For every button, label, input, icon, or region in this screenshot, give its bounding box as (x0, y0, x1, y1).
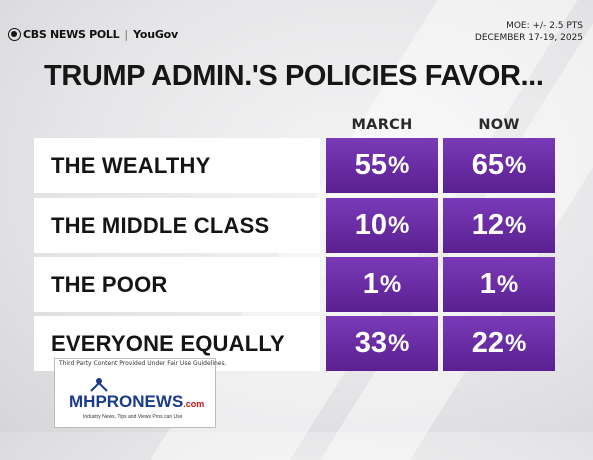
value-cell-march: 33% (326, 316, 438, 371)
cbs-eye-logo-icon (8, 28, 21, 41)
percent-sign: % (504, 151, 527, 179)
mhpronews-logo: MHPRONEWS.com Industry News, Tips and Vi… (69, 378, 204, 420)
value-number: 22 (471, 327, 504, 359)
value-cell-now: 65% (443, 138, 555, 193)
logo-roof-icon (90, 381, 108, 392)
value-number: 33 (354, 327, 387, 359)
watermark-caption: Third Party Content Provided Under Fair … (59, 360, 227, 367)
value-number: 65 (471, 149, 504, 181)
poll-branding: CBS NEWS POLL | YouGov (8, 28, 178, 41)
value-number: 1 (479, 268, 496, 300)
value-cell-now: 1% (443, 257, 555, 312)
logo-mark-icon (96, 378, 102, 384)
percent-sign: % (387, 151, 410, 179)
value-number: 10 (354, 209, 387, 241)
value-cell-march: 10% (326, 198, 438, 253)
percent-sign: % (379, 270, 402, 298)
value-number: 1 (362, 268, 379, 300)
value-cell-now: 12% (443, 198, 555, 253)
value-cell-march: 1% (326, 257, 438, 312)
value-number: 55 (354, 149, 387, 181)
value-cell-now: 22% (443, 316, 555, 371)
percent-sign: % (387, 211, 410, 239)
column-header-now: NOW (478, 117, 520, 133)
row-label: THE WEALTHY (34, 138, 320, 193)
value-cell-march: 55% (326, 138, 438, 193)
chart-title: TRUMP ADMIN.'S POLICIES FAVOR... (44, 60, 544, 92)
brand-label: CBS NEWS POLL (23, 28, 120, 41)
fair-use-watermark: Third Party Content Provided Under Fair … (54, 358, 227, 428)
partner-label: YouGov (133, 28, 178, 41)
column-header-march: MARCH (351, 117, 413, 133)
poll-info: MOE: +/- 2.5 PTS DECEMBER 17-19, 2025 (475, 20, 583, 44)
row-label: THE MIDDLE CLASS (34, 198, 320, 253)
brand-separator: | (124, 28, 129, 41)
logo-tagline: Industry News, Tips and Views Pros can U… (83, 414, 183, 420)
poll-dates: DECEMBER 17-19, 2025 (474, 33, 583, 43)
percent-sign: % (387, 329, 410, 357)
logo-text: MHPRONEWS.com (69, 392, 204, 411)
percent-sign: % (504, 211, 527, 239)
percent-sign: % (504, 329, 527, 357)
value-number: 12 (471, 209, 504, 241)
percent-sign: % (496, 270, 519, 298)
row-label: THE POOR (34, 257, 320, 312)
margin-of-error: MOE: +/- 2.5 PTS (506, 21, 583, 31)
